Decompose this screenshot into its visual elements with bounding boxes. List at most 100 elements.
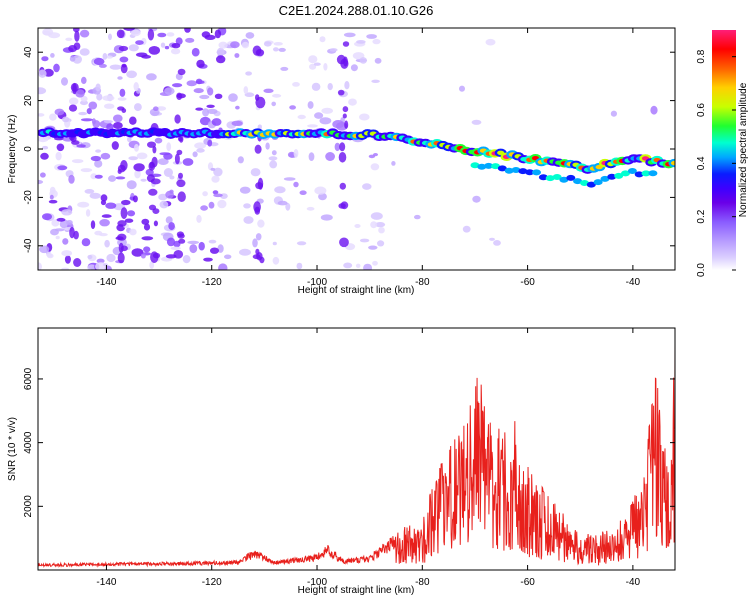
colorbar-ticks: 0.0 0.2 0.4 0.6 0.8	[696, 49, 736, 277]
spectrogram-cell	[174, 114, 181, 124]
ridge-core	[670, 160, 675, 166]
spectrogram-cell	[372, 260, 378, 266]
spectrogram-cell	[342, 41, 350, 47]
ridge-cell	[641, 170, 651, 177]
spectrogram-cell	[177, 68, 186, 76]
ridge-cell	[593, 179, 603, 186]
spectrogram-cell	[370, 212, 383, 220]
spectrogram-cell	[62, 116, 70, 123]
spectrogram-cell	[106, 55, 113, 59]
spectrogram-cell	[414, 214, 421, 220]
spectrogram-cell	[41, 56, 49, 62]
spectrogram-cell	[120, 160, 128, 171]
spectrogram-cell	[38, 262, 42, 270]
spectrogram-cell	[128, 156, 138, 161]
spectrogram-cell	[210, 247, 219, 254]
spectrogram-cell	[62, 238, 69, 245]
spectrogram-cell	[178, 238, 186, 244]
spectrogram-cell	[115, 176, 126, 180]
spectrogram-cell	[166, 237, 176, 247]
spectrogram-cell	[217, 244, 224, 253]
spectrogram-cell	[189, 244, 198, 254]
spectrogram-cell	[307, 101, 314, 109]
spectrogram-cell	[269, 160, 278, 169]
spectrogram-cell	[299, 190, 307, 195]
spectrogram-cell	[135, 52, 148, 58]
spectrogram-cell	[296, 262, 303, 270]
spectrogram-cell	[241, 41, 249, 49]
spectrogram-cell	[160, 42, 166, 48]
colorbar-tick-label: 0.6	[696, 103, 707, 117]
ridge-cell	[607, 173, 617, 180]
spectrogram-cell	[113, 114, 123, 123]
spectrogram-cell	[292, 82, 300, 87]
spectrogram-cell	[493, 240, 501, 246]
spectrogram-cell	[489, 237, 495, 241]
spectrogram-cell	[198, 241, 205, 251]
spectrogram-cell	[348, 98, 357, 106]
spectrogram-cell	[245, 32, 255, 39]
spectrogram-cell	[132, 195, 138, 203]
colorbar-label: Normalized spectral amplitude	[738, 82, 749, 217]
spectrogram-cell	[297, 114, 306, 120]
spectrogram-cell	[80, 118, 93, 122]
spectrogram-cell	[293, 149, 299, 158]
spectrogram-cell	[106, 253, 116, 263]
spectrogram-cell	[366, 34, 377, 39]
ridge-cell	[511, 167, 521, 173]
spectrogram-cell	[168, 222, 175, 231]
spectrogram-cell	[175, 37, 183, 45]
spectrogram-cell	[171, 43, 181, 49]
spectrogram-cell	[325, 152, 335, 161]
spectrogram-cell	[253, 201, 261, 213]
spectrogram-cell	[54, 108, 65, 116]
spectrogram-cell	[202, 108, 210, 117]
spectrogram-cell	[56, 217, 66, 222]
ridge-cell	[634, 171, 644, 178]
spectrogram-cell	[81, 238, 91, 247]
spectrogram-cell	[39, 245, 50, 254]
colorbar: 0.0 0.2 0.4 0.6 0.8 Normalized spectral ampl…	[696, 30, 749, 277]
spectrogram-cell	[61, 267, 70, 270]
x-tick-label: -140	[96, 577, 116, 588]
spectrogram-cell	[111, 141, 119, 150]
snr-plot-area	[38, 328, 675, 570]
spectrogram-cell	[178, 172, 183, 179]
spectrogram-cell	[217, 199, 227, 209]
ridge-cell	[614, 172, 624, 179]
spectrogram-cell	[372, 38, 381, 45]
spectrogram-cell	[359, 57, 367, 64]
spectrogram-cell	[61, 209, 73, 216]
spectrogram-cell	[105, 202, 117, 209]
spectrogram-cell	[218, 263, 228, 270]
spectrogram-cell	[48, 199, 58, 204]
spectrogram-cell	[74, 30, 80, 42]
spectrogram-cell	[55, 151, 62, 161]
spectrogram-cell	[117, 106, 125, 111]
spectrogram-cell	[134, 169, 141, 179]
spectrogram-cell	[94, 174, 103, 179]
spectrogram-cell	[610, 110, 618, 117]
spectrogram-cell	[271, 150, 277, 156]
ridge-cell	[525, 169, 535, 176]
spectrogram-cell	[182, 255, 191, 264]
spectrogram-cell	[141, 218, 150, 225]
spectrogram-x-ticks: -140 -120 -100 -80 -60 -40	[96, 28, 641, 288]
spectrogram-cell	[126, 70, 137, 79]
spectrogram-cell	[485, 38, 496, 46]
x-tick-label: -140	[96, 277, 116, 288]
ridge-cell	[552, 174, 562, 180]
spectrogram-cell	[96, 258, 105, 264]
ridge-cell	[559, 176, 569, 183]
spectrogram-cell	[176, 179, 186, 188]
spectrogram-cell	[68, 45, 77, 53]
spectrogram-cell	[123, 28, 135, 31]
spectrogram-cell	[196, 214, 202, 223]
snr-x-ticks: -140 -120 -100 -80 -60 -40	[96, 328, 641, 588]
spectrogram-cell	[143, 223, 151, 231]
spectrogram-cell	[176, 149, 183, 156]
spectrogram-cell	[363, 263, 373, 270]
spectrogram-cell	[184, 28, 191, 33]
spectrogram-cell	[471, 119, 482, 125]
spectrogram-cell	[287, 151, 296, 158]
